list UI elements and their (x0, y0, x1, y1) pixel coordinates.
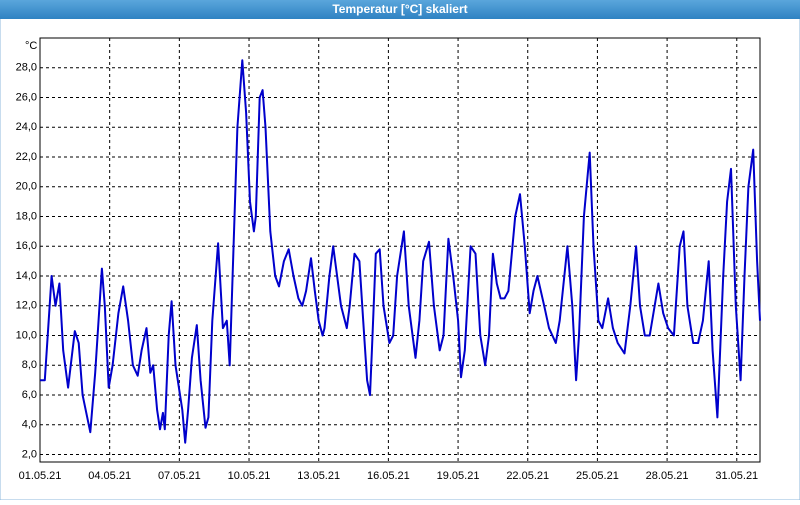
y-tick-label: 26,0 (16, 91, 37, 103)
x-tick-label: 04.05.21 (88, 470, 131, 482)
x-tick-label: 01.05.21 (19, 470, 62, 482)
title-bar (0, 0, 800, 19)
y-tick-label: 6,0 (22, 389, 37, 401)
y-axis-label: °C (25, 40, 37, 52)
y-tick-label: 10,0 (16, 329, 37, 341)
x-tick-label: 22.05.21 (506, 470, 549, 482)
temperature-line (40, 59, 761, 444)
y-tick-label: 20,0 (16, 181, 37, 193)
y-tick-label: 22,0 (16, 151, 37, 163)
y-tick-label: 14,0 (16, 270, 37, 282)
y-tick-label: 2,0 (22, 448, 37, 460)
y-tick-label: 12,0 (16, 300, 37, 312)
y-tick-label: 4,0 (22, 419, 37, 431)
y-tick-label: 18,0 (16, 210, 37, 222)
x-tick-label: 16.05.21 (367, 470, 410, 482)
y-tick-label: 8,0 (22, 359, 37, 371)
y-tick-label: 24,0 (16, 121, 37, 133)
y-tick-label: 28,0 (16, 62, 37, 74)
x-tick-label: 07.05.21 (158, 470, 201, 482)
chart-title: Temperatur [°C] skaliert (332, 2, 467, 16)
y-tick-label: 16,0 (16, 240, 37, 252)
x-tick-label: 28.05.21 (646, 470, 689, 482)
x-tick-label: 31.05.21 (715, 470, 758, 482)
x-tick-label: 13.05.21 (297, 470, 340, 482)
x-tick-label: 10.05.21 (228, 470, 271, 482)
x-tick-label: 25.05.21 (576, 470, 619, 482)
x-tick-label: 19.05.21 (437, 470, 480, 482)
